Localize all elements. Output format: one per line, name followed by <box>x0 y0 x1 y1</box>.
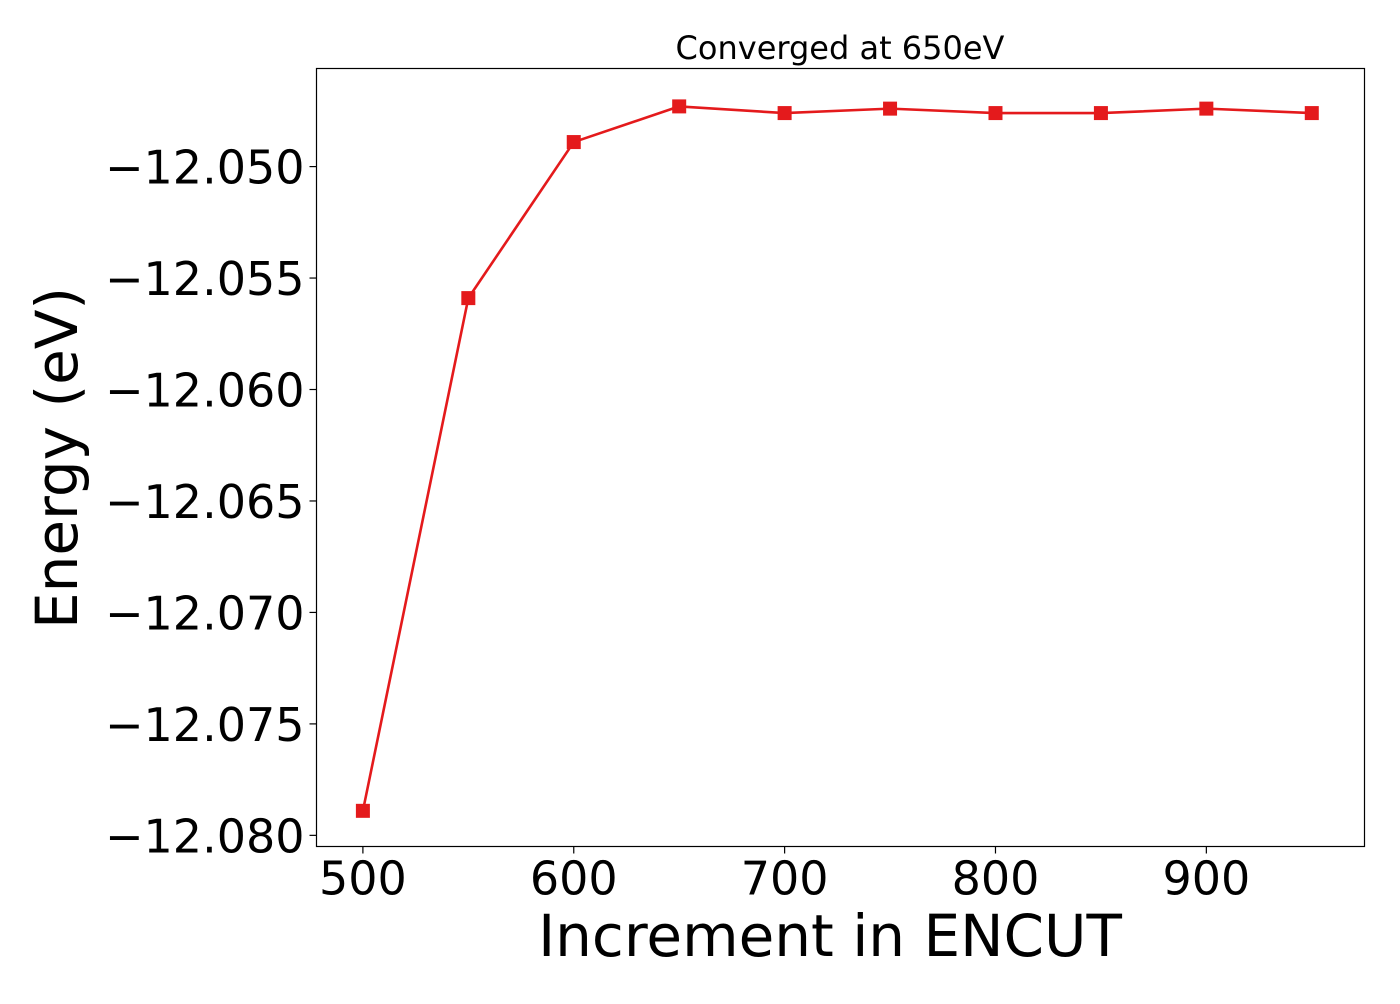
y-axis: −12.050 −12.055 −12.060 −12.065 −12.070 −12.0… <box>105 141 317 863</box>
x-tick-label: 600 <box>530 852 618 906</box>
data-point <box>883 101 898 116</box>
data-point <box>1199 101 1214 116</box>
data-point <box>355 803 370 818</box>
y-tick-label: −12.080 <box>105 809 305 863</box>
plot-frame <box>315 67 1366 848</box>
data-point <box>777 106 792 121</box>
x-tick-label: 500 <box>319 852 407 906</box>
y-tick-label: −12.065 <box>105 475 305 529</box>
chart-title: Converged at 650eV <box>676 29 1005 67</box>
y-tick-label: −12.055 <box>105 252 305 306</box>
data-point <box>1304 106 1319 121</box>
y-tick-label: −12.075 <box>105 698 305 752</box>
series-layer <box>355 99 1319 818</box>
data-point <box>566 135 581 150</box>
series-line <box>361 105 1312 812</box>
data-point <box>461 291 476 306</box>
y-tick-label: −12.060 <box>105 364 305 418</box>
y-axis-label: Energy (eV) <box>23 287 91 629</box>
y-tick-label: −12.050 <box>105 141 305 195</box>
x-axis-label: Increment in ENCUT <box>538 902 1122 970</box>
x-axis: 500 600 700 800 900 <box>319 846 1250 906</box>
data-point <box>1093 106 1108 121</box>
y-tick-label: −12.070 <box>105 586 305 640</box>
x-tick-label: 900 <box>1162 852 1250 906</box>
x-tick-label: 800 <box>952 852 1040 906</box>
data-point <box>988 106 1003 121</box>
data-point <box>672 99 687 114</box>
x-tick-label: 700 <box>741 852 829 906</box>
